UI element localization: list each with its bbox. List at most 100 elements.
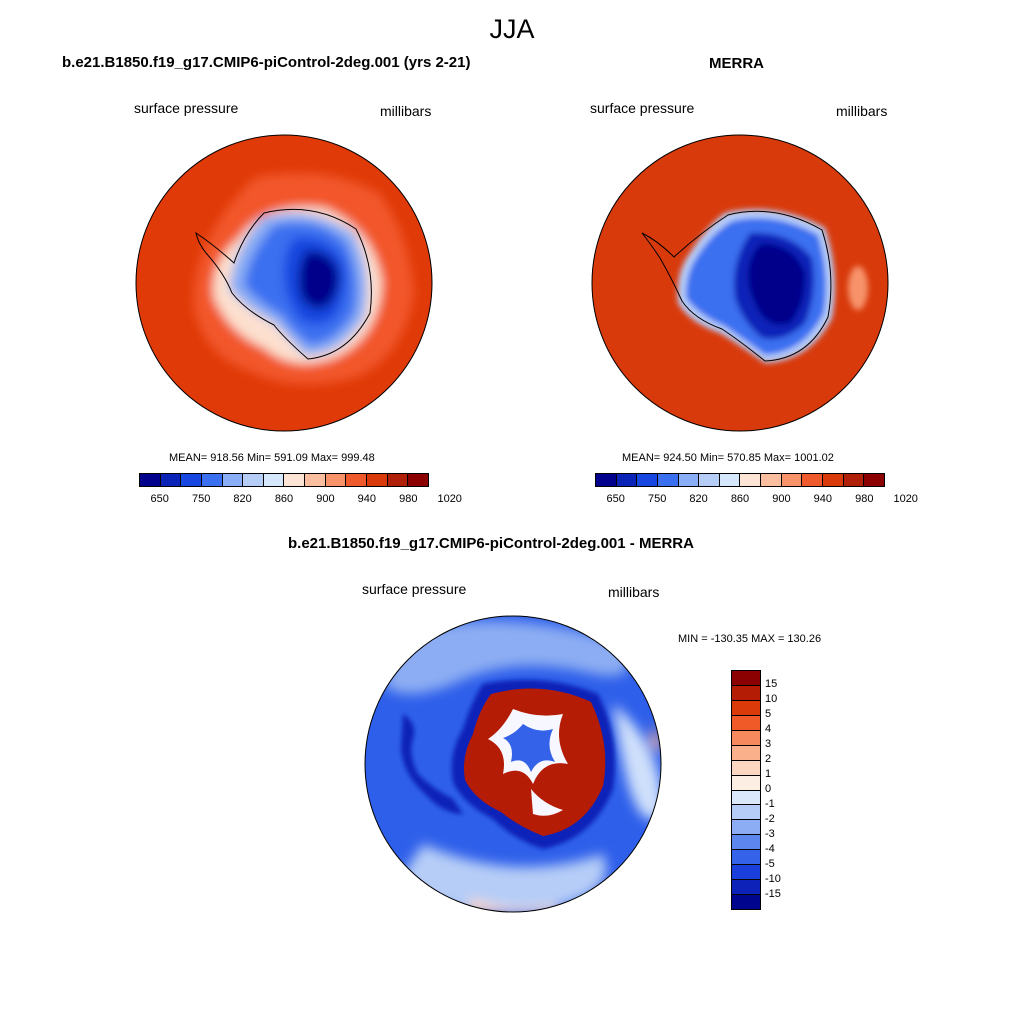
diff-colorbar-tick-label: 4 [765,723,772,735]
left-colorbar-tick-label: 900 [316,493,335,505]
left-colorbar-box [367,474,388,486]
diff-colorbar-box [732,775,760,791]
diff-panel-title: b.e21.B1850.f19_g17.CMIP6-piControl-2deg… [288,535,694,552]
diff-colorbar-box [732,820,760,836]
left-colorbar-box [201,474,223,486]
diff-colorbar-tick-label: 2 [765,753,772,765]
right-colorbar-box [719,474,741,486]
left-pressure-field [193,173,414,385]
left-colorbar-tick-label: 750 [191,493,211,505]
right-colorbar-tick-label: 860 [730,493,750,505]
right-polar-map [591,134,889,432]
left-colorbar-box [387,474,409,486]
right-colorbar-box [657,474,679,486]
left-colorbar-tick-label: 1020 [437,493,462,505]
right-colorbar-box [616,474,638,486]
left-variable-label: surface pressure [134,100,239,116]
right-pressure-field [677,209,868,363]
diff-colorbar-box [732,760,760,776]
left-colorbar-box [263,474,285,486]
diff-colorbar-tick-label: -5 [765,858,775,870]
left-colorbar-box [160,474,182,486]
left-stats: MEAN= 918.56 Min= 591.09 Max= 999.48 [169,452,375,464]
diff-colorbar-box [732,685,760,701]
right-colorbar-ticks: 650 750 820 860 900 940 980 1020 [595,493,918,507]
diff-variable-label: surface pressure [362,581,467,597]
right-colorbar-tick-label: 940 [813,493,833,505]
right-colorbar-box [823,474,844,486]
left-colorbar-box [181,474,202,486]
diff-colorbar-tick-label: 15 [765,678,778,690]
right-map-border [591,134,889,432]
right-colorbar-box [843,474,865,486]
right-colorbar-box [781,474,803,486]
left-polar-map [135,134,433,432]
right-panel-title: MERRA [709,55,764,72]
diff-colorbar-tick-label: -4 [765,843,775,855]
right-colorbar-box [637,474,658,486]
right-colorbar-box [740,474,762,486]
left-units-label: millibars [380,103,432,119]
left-colorbar-box [305,474,326,486]
right-units-label: millibars [836,103,888,119]
diff-colorbar-box [732,715,760,731]
right-colorbar-tick-label: 900 [772,493,791,505]
left-colorbar-tick-label: 650 [150,493,169,505]
left-colorbar-tick-label: 940 [357,493,377,505]
right-colorbar [595,473,885,487]
right-colorbar-tick-label: 980 [855,493,874,505]
left-colorbar-box [222,474,244,486]
diff-colorbar-box [732,850,760,866]
diff-colorbar-tick-label: 0 [765,783,772,795]
right-coastline [641,210,832,362]
left-colorbar-box [325,474,347,486]
left-panel-title: b.e21.B1850.f19_g17.CMIP6-piControl-2deg… [62,54,471,71]
diff-colorbar-tick-label: -1 [765,798,775,810]
diff-units-label: millibars [608,584,660,600]
diff-colorbar-tick-label: 3 [765,738,772,750]
right-stats: MEAN= 924.50 Min= 570.85 Max= 1001.02 [622,452,834,464]
left-colorbar-box [243,474,264,486]
diff-colorbar-tick-label: -2 [765,813,775,825]
diff-colorbar-box [732,895,760,909]
diff-ocean-anomalies [383,621,661,912]
diff-colorbar-box [732,865,760,881]
right-colorbar-box [596,474,617,486]
diff-colorbar-tick-label: 5 [765,708,772,720]
diff-colorbar-tick-label: 10 [765,693,778,705]
right-colorbar-box [678,474,700,486]
right-colorbar-box [761,474,782,486]
right-colorbar-tick-label: 650 [606,493,625,505]
left-colorbar-tick-label: 860 [274,493,294,505]
diff-colorbar-box [732,700,760,716]
diff-colorbar-tick-label: -10 [765,873,781,885]
diff-map-border [364,615,662,913]
left-colorbar-box [284,474,306,486]
left-colorbar-tick-label: 980 [399,493,418,505]
diff-colorbar-box [732,745,760,761]
left-colorbar-ticks: 650 750 820 860 900 940 980 1020 [139,493,462,507]
right-colorbar-tick-label: 750 [647,493,667,505]
right-colorbar-tick-label: 820 [689,493,708,505]
right-colorbar-box [864,474,884,486]
diff-stats: MIN = -130.35 MAX = 130.26 [678,633,822,645]
diff-colorbar [731,670,761,910]
left-coastline [195,208,372,360]
diff-colorbar-box [732,835,760,851]
left-colorbar-tick-label: 820 [233,493,252,505]
left-colorbar [139,473,429,487]
diff-colorbar-box [732,730,760,746]
diff-colorbar-ticks: 15 10 5 4 3 2 1 0 -1 -2 -3 -4 -5 -10 -15 [765,670,805,910]
right-colorbar-tick-label: 1020 [893,493,918,505]
figure-title: JJA [489,14,535,44]
right-colorbar-box [802,474,824,486]
diff-colorbar-box [732,805,760,821]
left-colorbar-box [346,474,368,486]
left-colorbar-box [140,474,161,486]
diff-peninsula [401,714,463,814]
diff-colorbar-tick-label: -3 [765,828,775,840]
diff-colorbar-box [732,790,760,806]
diff-colorbar-tick-label: -15 [765,888,781,900]
left-map-border [135,134,433,432]
left-colorbar-box [408,474,428,486]
